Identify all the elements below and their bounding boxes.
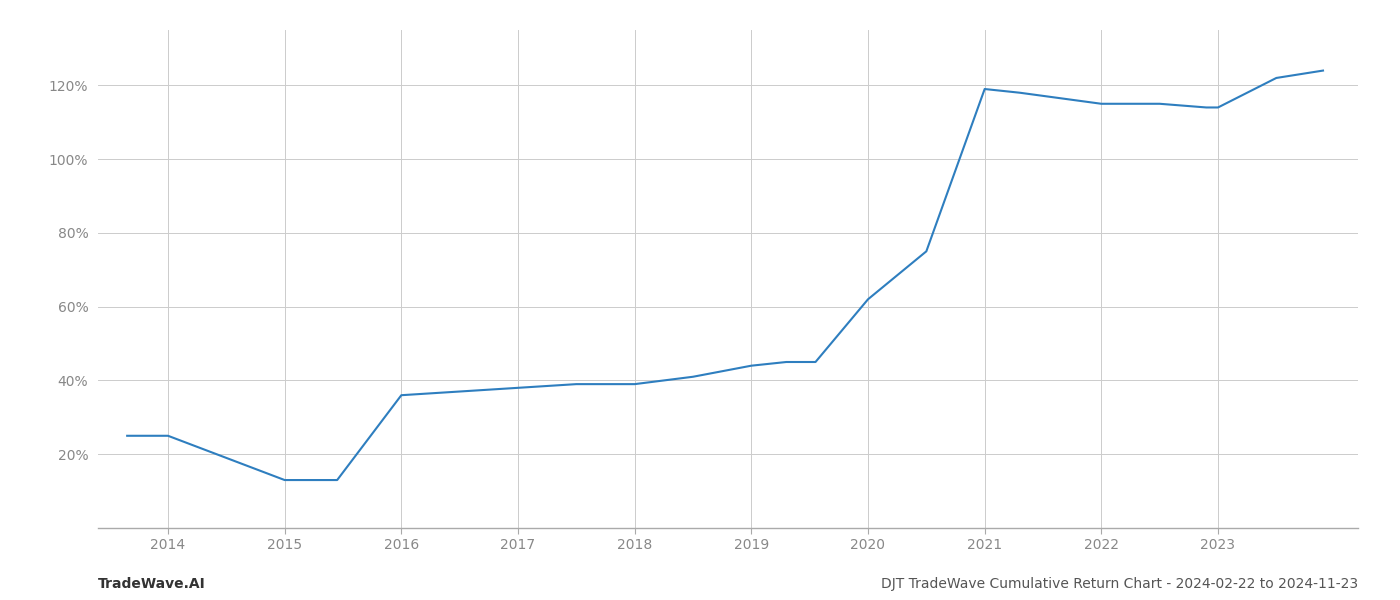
Text: TradeWave.AI: TradeWave.AI [98,577,206,591]
Text: DJT TradeWave Cumulative Return Chart - 2024-02-22 to 2024-11-23: DJT TradeWave Cumulative Return Chart - … [881,577,1358,591]
